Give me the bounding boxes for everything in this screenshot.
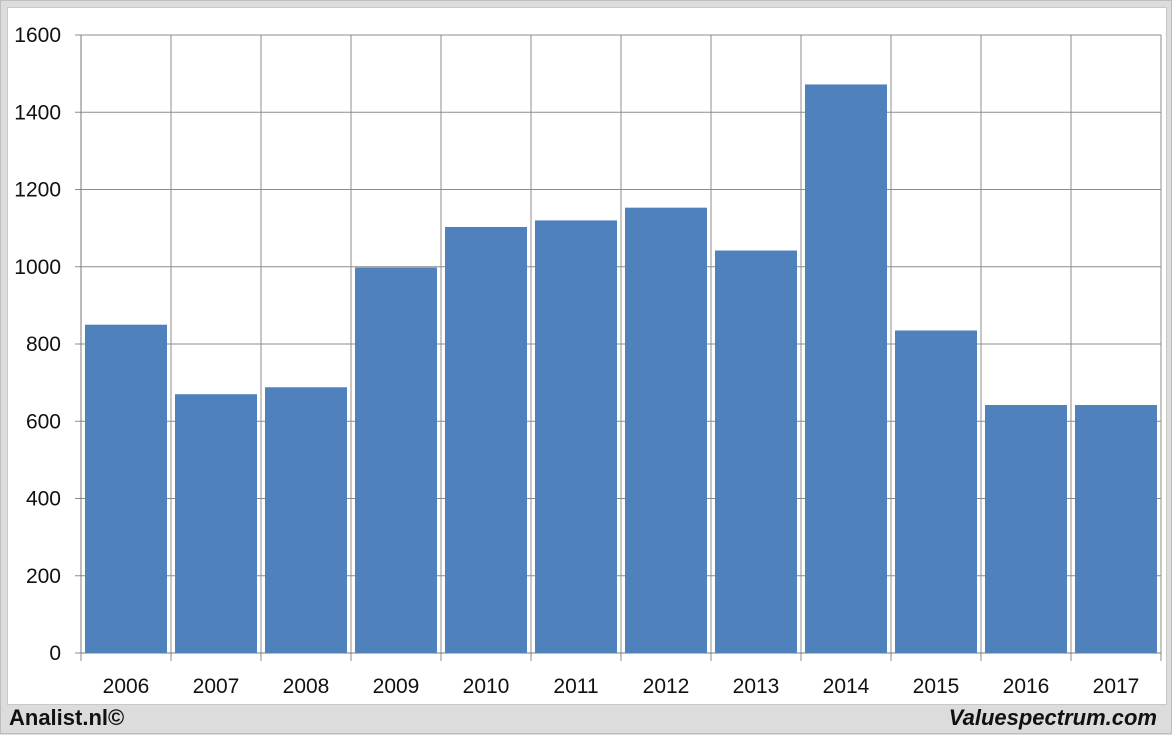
x-tick-label: 2013 <box>733 675 780 698</box>
footer-source-label: Analist.nl© <box>9 705 125 730</box>
x-tick-label: 2006 <box>103 675 150 698</box>
y-tick-label: 0 <box>49 642 61 665</box>
x-tick-label: 2015 <box>913 675 960 698</box>
bar-2015 <box>895 330 977 653</box>
x-tick-label: 2009 <box>373 675 420 698</box>
bar-2016 <box>985 405 1067 653</box>
bar-2006 <box>85 324 167 653</box>
x-tick-label: 2014 <box>823 675 870 698</box>
x-tick-label: 2010 <box>463 675 510 698</box>
x-tick-label: 2017 <box>1093 675 1140 698</box>
bar-2017 <box>1075 405 1157 653</box>
x-tick-label: 2011 <box>553 675 598 698</box>
y-tick-label: 200 <box>26 565 61 588</box>
y-tick-label: 800 <box>26 333 61 356</box>
bar-2013 <box>715 250 797 653</box>
y-tick-label: 1000 <box>14 256 61 279</box>
y-tick-label: 1600 <box>14 24 61 47</box>
x-tick-label: 2016 <box>1003 675 1050 698</box>
y-tick-label: 600 <box>26 410 61 433</box>
x-tick-label: 2008 <box>283 675 330 698</box>
bar-2010 <box>445 226 527 653</box>
bar-2014 <box>805 84 887 653</box>
bar-2011 <box>535 220 617 653</box>
bar-2008 <box>265 387 347 653</box>
bar-2007 <box>175 394 257 653</box>
x-tick-label: 2007 <box>193 675 240 698</box>
bar-2012 <box>625 207 707 653</box>
y-tick-label: 1200 <box>14 179 61 202</box>
bar-2009 <box>355 267 437 653</box>
footer-watermark-label: Valuespectrum.com <box>948 705 1157 730</box>
x-tick-label: 2012 <box>643 675 690 698</box>
y-tick-label: 1400 <box>14 101 61 124</box>
y-tick-label: 400 <box>26 488 61 511</box>
